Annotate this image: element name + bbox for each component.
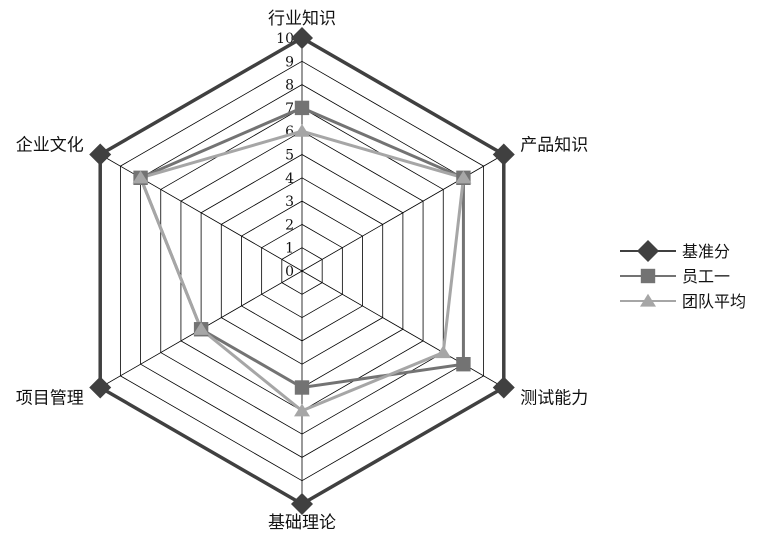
series-2-marker bbox=[456, 357, 471, 372]
tick-label: 5 bbox=[285, 148, 294, 164]
legend-label: 团队平均 bbox=[682, 292, 746, 311]
tick-label: 4 bbox=[285, 171, 294, 187]
series-3-marker bbox=[132, 170, 149, 184]
series-1-marker bbox=[291, 493, 313, 515]
series-3-marker bbox=[455, 170, 472, 184]
series-3-marker bbox=[294, 403, 310, 417]
radial-tick-labels: 0 1 2 3 4 5 6 7 8 9 10 bbox=[276, 31, 294, 280]
category-label: 产品知识 bbox=[520, 136, 588, 156]
legend-item: 团队平均 bbox=[620, 292, 746, 311]
series-3-marker bbox=[435, 345, 452, 359]
legend-label: 基准分 bbox=[682, 242, 730, 261]
category-label: 企业文化 bbox=[16, 136, 84, 156]
series-3-marker bbox=[294, 124, 310, 137]
legend-item: 基准分 bbox=[620, 240, 730, 262]
legend-marker-square bbox=[640, 268, 656, 284]
tick-label: 3 bbox=[285, 194, 294, 210]
series-1-marker bbox=[89, 376, 112, 399]
category-label: 项目管理 bbox=[16, 389, 84, 409]
series-markers bbox=[89, 27, 515, 515]
legend-label: 员工一 bbox=[682, 267, 730, 286]
legend-item: 员工一 bbox=[620, 267, 730, 286]
tick-label: 8 bbox=[285, 78, 294, 94]
series-1-marker bbox=[492, 376, 515, 399]
tick-label: 9 bbox=[285, 54, 294, 70]
category-label: 行业知识 bbox=[268, 9, 336, 29]
tick-label: 6 bbox=[285, 124, 294, 140]
series-2-marker bbox=[294, 380, 310, 395]
tick-label: 0 bbox=[285, 264, 294, 280]
tick-label: 1 bbox=[285, 241, 294, 257]
category-label: 测试能力 bbox=[520, 389, 588, 409]
series-1-marker bbox=[492, 143, 515, 166]
tick-label: 7 bbox=[285, 101, 294, 117]
series-1-marker bbox=[89, 143, 112, 166]
category-label: 基础理论 bbox=[268, 513, 336, 533]
legend-marker-triangle bbox=[640, 293, 656, 307]
tick-label: 2 bbox=[285, 217, 294, 233]
series-2-marker bbox=[294, 100, 310, 116]
series-3-marker bbox=[193, 322, 210, 335]
series-1-marker bbox=[291, 27, 313, 49]
tick-label: 10 bbox=[276, 31, 294, 47]
legend-marker-diamond bbox=[637, 240, 659, 262]
